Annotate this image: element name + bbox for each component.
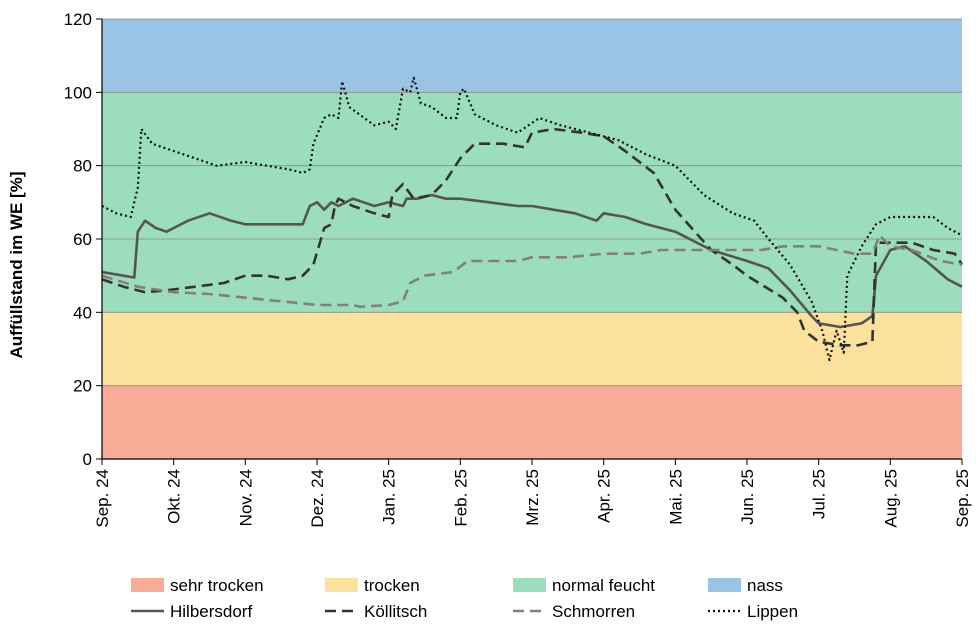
legend-swatch-sehr-trocken <box>131 578 164 592</box>
y-tick-label: 80 <box>73 157 92 176</box>
x-tick-label: Aug. 25 <box>881 469 900 528</box>
x-tick-label: Apr. 25 <box>595 469 614 523</box>
x-tick-label: Jan. 25 <box>380 469 399 525</box>
y-tick-labels: 0 20 40 60 80 100 120 <box>64 10 92 469</box>
x-tick-label: Jul. 25 <box>810 469 829 519</box>
y-tick-label: 40 <box>73 303 92 322</box>
x-tick-label: Okt. 24 <box>165 469 184 524</box>
y-tick-label: 20 <box>73 377 92 396</box>
y-tick-label: 60 <box>73 230 92 249</box>
series-lines <box>101 76 964 362</box>
x-tick-label: Jun. 25 <box>738 469 757 525</box>
x-tick-label: Mai. 25 <box>666 469 685 525</box>
band-trocken <box>102 312 962 386</box>
legend-swatch-nass <box>708 578 741 592</box>
x-tick-labels: Sep. 24 Okt. 24 Nov. 24 Dez. 24 Jan. 25 Feb. … <box>93 469 972 528</box>
series-line-lippen <box>101 76 963 362</box>
y-tick-label: 120 <box>64 10 92 29</box>
y-tick-label: 100 <box>64 83 92 102</box>
x-tick-label: Nov. 24 <box>236 469 255 526</box>
x-tick-label: Mrz. 25 <box>523 469 542 526</box>
legend: sehr trocken trocken normal feucht nass Hilb… <box>131 576 798 621</box>
legend-label-nass: nass <box>747 576 783 595</box>
legend-label-hilbersdorf: Hilbersdorf <box>170 602 252 621</box>
x-tick-label: Feb. 25 <box>451 469 470 527</box>
x-tick-label: Sep. 25 <box>953 469 972 528</box>
series-line-schmorren <box>101 234 963 309</box>
legend-label-sehr-trocken: sehr trocken <box>170 576 264 595</box>
legend-swatch-normal-feucht <box>513 578 546 592</box>
x-tick-label: Sep. 24 <box>93 469 112 528</box>
y-axis-label: Auffüllstand im WE [%] <box>7 172 26 359</box>
legend-label-normal-feucht: normal feucht <box>552 576 655 595</box>
band-sehr-trocken <box>102 385 962 459</box>
band-nass <box>102 19 962 93</box>
legend-label-lippen: Lippen <box>747 602 798 621</box>
y-tick-label: 0 <box>83 450 92 469</box>
band-normal-feucht <box>102 92 962 313</box>
legend-label-trocken: trocken <box>364 576 420 595</box>
series-line-kollitsch <box>101 127 964 347</box>
legend-label-schmorren: Schmorren <box>552 602 635 621</box>
x-tick-label: Dez. 24 <box>308 469 327 528</box>
series-line-hilbersdorf <box>101 193 963 329</box>
legend-swatch-trocken <box>325 578 358 592</box>
legend-label-kollitsch: Köllitsch <box>364 602 427 621</box>
axes <box>96 18 963 465</box>
gridlines <box>102 18 962 387</box>
